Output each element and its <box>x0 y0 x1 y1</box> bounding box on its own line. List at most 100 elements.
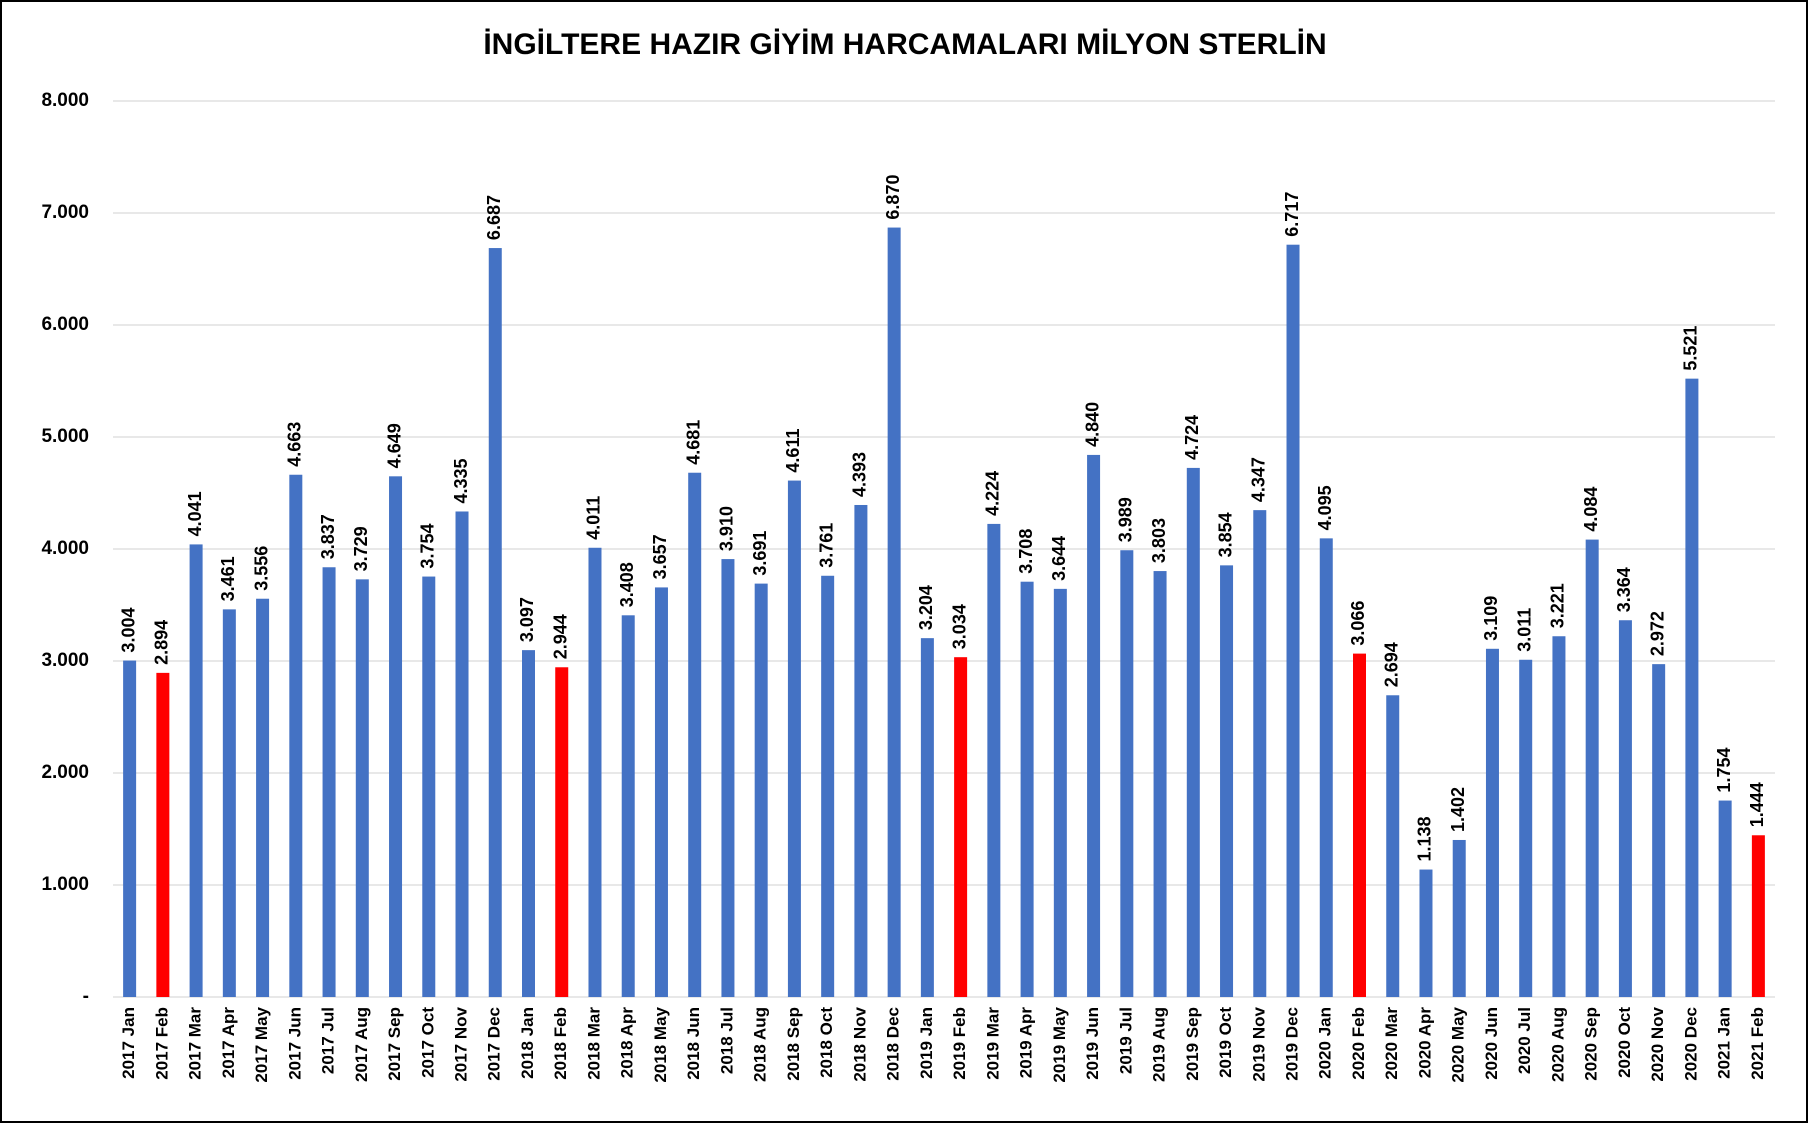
bar <box>123 660 137 997</box>
value-label: 3.461 <box>218 556 238 601</box>
bar <box>1585 539 1599 997</box>
bar <box>222 609 236 997</box>
x-tick-label: 2018 Jun <box>684 1007 703 1080</box>
x-tick-label: 2020 Nov <box>1648 1006 1667 1081</box>
y-tick-label: 3.000 <box>41 650 89 671</box>
bar <box>1718 800 1732 997</box>
x-tick-label: 2019 Feb <box>950 1007 969 1080</box>
bar <box>156 672 170 997</box>
value-label: 2.972 <box>1647 611 1667 656</box>
x-tick-label: 2017 Jul <box>319 1007 338 1074</box>
x-tick-label: 2018 May <box>651 1006 670 1082</box>
x-tick-label: 2019 Mar <box>983 1007 1002 1080</box>
bar <box>1485 648 1499 997</box>
value-label: 4.393 <box>850 452 870 497</box>
x-tick-label: 2020 Apr <box>1415 1007 1434 1079</box>
y-tick-label: 2.000 <box>41 762 89 783</box>
value-label: 6.687 <box>484 195 504 240</box>
bar <box>854 504 868 997</box>
x-tick-label: 2019 May <box>1050 1006 1069 1082</box>
value-label: 4.681 <box>683 420 703 465</box>
bar <box>1751 835 1765 997</box>
bar <box>256 598 270 997</box>
x-tick-label: 2020 Aug <box>1548 1007 1567 1082</box>
x-tick-label: 2020 Feb <box>1349 1007 1368 1080</box>
x-tick-label: 2017 Dec <box>485 1007 504 1081</box>
bar <box>1652 664 1666 997</box>
y-tick-label: - <box>83 986 89 1007</box>
bar <box>1186 467 1200 997</box>
y-tick-label: 7.000 <box>41 202 89 223</box>
value-label: 4.084 <box>1581 487 1601 532</box>
x-tick-label: 2019 Aug <box>1150 1007 1169 1082</box>
bar <box>1552 636 1566 997</box>
x-tick-label: 2021 Feb <box>1748 1007 1767 1080</box>
value-label: 4.011 <box>584 496 604 540</box>
x-tick-label: 2017 Nov <box>452 1006 471 1081</box>
bar <box>621 615 635 997</box>
value-label: 3.803 <box>1149 518 1169 563</box>
y-tick-label: 8.000 <box>41 90 89 111</box>
bar <box>920 638 934 997</box>
value-label: 3.004 <box>118 608 138 653</box>
value-label: 3.364 <box>1614 567 1634 612</box>
bar <box>555 667 569 997</box>
bar <box>1419 869 1433 997</box>
y-tick-label: 6.000 <box>41 314 89 335</box>
value-label: 4.724 <box>1182 415 1202 460</box>
x-tick-label: 2020 Oct <box>1615 1007 1634 1078</box>
bar <box>688 472 702 997</box>
value-label: 3.854 <box>1215 512 1235 557</box>
bar <box>1087 454 1101 997</box>
bar <box>1519 659 1533 997</box>
x-tick-label: 2019 Apr <box>1017 1007 1036 1079</box>
bar <box>721 559 735 997</box>
bar <box>588 547 602 997</box>
bar <box>1020 581 1034 997</box>
bar <box>954 657 968 997</box>
x-tick-label: 2017 Feb <box>152 1007 171 1080</box>
value-label: 3.204 <box>916 585 936 630</box>
value-label: 3.066 <box>1348 601 1368 646</box>
value-label: 3.097 <box>517 597 537 642</box>
value-label: 3.989 <box>1116 497 1136 542</box>
x-tick-label: 2019 Oct <box>1216 1007 1235 1078</box>
bar <box>522 650 535 997</box>
bar <box>1253 510 1267 997</box>
x-tick-label: 2020 Jan <box>1316 1007 1335 1079</box>
value-label: 6.870 <box>883 175 903 220</box>
x-tick-label: 2020 Jul <box>1515 1007 1534 1074</box>
value-label: 3.761 <box>816 523 836 568</box>
value-label: 4.840 <box>1082 402 1102 447</box>
x-tick-label: 2017 Sep <box>385 1007 404 1081</box>
y-tick-label: 1.000 <box>41 874 89 895</box>
x-tick-label: 2018 Sep <box>784 1007 803 1081</box>
x-tick-label: 2018 Nov <box>850 1006 869 1081</box>
value-label: 4.224 <box>983 471 1003 516</box>
bar <box>1286 244 1300 998</box>
x-tick-label: 2018 Jul <box>717 1007 736 1074</box>
bar <box>1220 565 1234 997</box>
bar <box>1319 538 1333 997</box>
bar <box>322 567 336 997</box>
bar <box>787 480 801 997</box>
x-tick-label: 2019 Jul <box>1116 1007 1135 1074</box>
bar <box>1153 571 1167 997</box>
bar <box>654 587 668 997</box>
value-label: 3.729 <box>351 526 371 571</box>
value-label: 1.754 <box>1714 748 1734 793</box>
value-label: 6.717 <box>1282 192 1302 237</box>
value-label: 1.444 <box>1747 782 1767 827</box>
value-label: 3.754 <box>418 524 438 569</box>
x-tick-label: 2018 Mar <box>584 1007 603 1080</box>
value-label: 3.034 <box>949 604 969 649</box>
x-tick-label: 2019 Jun <box>1083 1007 1102 1080</box>
bar <box>754 583 768 997</box>
x-tick-label: 2017 Apr <box>219 1007 238 1079</box>
y-tick-label: 4.000 <box>41 538 89 559</box>
x-tick-label: 2020 Mar <box>1382 1007 1401 1080</box>
y-tick-label: 5.000 <box>41 426 89 447</box>
value-label: 3.556 <box>251 546 271 591</box>
x-tick-label: 2021 Jan <box>1715 1007 1734 1079</box>
